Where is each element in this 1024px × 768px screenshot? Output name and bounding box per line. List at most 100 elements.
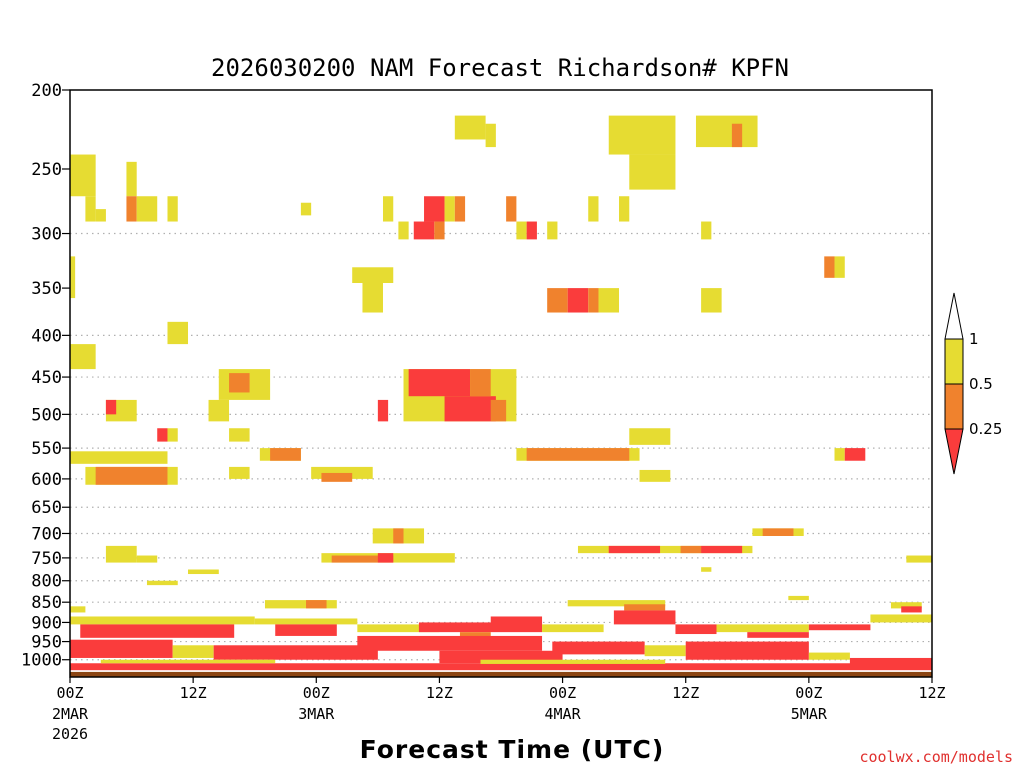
data-cell: [136, 196, 158, 222]
data-cell: [270, 448, 301, 461]
data-cell: [485, 123, 496, 148]
y-tick-label: 200: [31, 81, 62, 101]
data-cell: [834, 448, 845, 461]
x-tick-date: 5MAR: [791, 705, 828, 723]
data-cell: [608, 115, 676, 155]
data-cell: [932, 162, 942, 183]
data-cell: [70, 154, 96, 197]
data-cell: [526, 448, 630, 461]
data-cell: [808, 652, 850, 660]
data-cell: [85, 196, 96, 222]
data-cell: [424, 196, 445, 222]
x-tick-label: 12Z: [918, 684, 945, 702]
data-cell: [542, 624, 604, 633]
y-tick-label: 300: [31, 225, 62, 245]
legend-level-label: 1: [969, 330, 979, 348]
data-cell: [547, 288, 568, 313]
data-cell: [490, 616, 543, 625]
x-tick-date: 2MAR: [52, 705, 89, 723]
data-cell: [644, 645, 686, 657]
data-cell: [747, 632, 809, 638]
data-cell: [731, 123, 743, 148]
data-cell: [362, 283, 383, 313]
credit-text: coolwx.com/models: [859, 748, 1013, 766]
legend-level-label: 0.5: [969, 375, 993, 393]
data-cell: [608, 545, 661, 554]
data-cell: [444, 196, 455, 222]
data-cell: [352, 267, 394, 284]
data-cell: [849, 657, 932, 664]
data-cell: [275, 624, 337, 636]
data-cell: [146, 580, 178, 586]
data-cell: [357, 624, 440, 633]
data-cell: [321, 472, 353, 482]
data-cell: [126, 161, 137, 197]
y-tick-label: 650: [31, 498, 62, 518]
data-cell: [434, 221, 445, 240]
data-cell: [470, 369, 491, 397]
data-cell: [624, 604, 666, 611]
data-cell: [418, 622, 543, 633]
data-cell: [906, 555, 932, 563]
data-cell: [516, 221, 527, 240]
data-cell: [577, 545, 753, 554]
data-cell: [680, 545, 702, 554]
data-cell: [639, 469, 671, 482]
data-cell: [454, 196, 466, 222]
data-cell: [398, 221, 409, 240]
x-tick-label: 00Z: [303, 684, 330, 702]
data-cell: [172, 645, 214, 658]
data-cell: [454, 115, 486, 140]
data-cell: [762, 528, 794, 536]
data-cell: [588, 288, 599, 313]
data-cell: [675, 624, 717, 635]
x-tick-label: 00Z: [795, 684, 822, 702]
data-cell: [70, 663, 932, 671]
color-legend: 1 0.5 0.25: [944, 292, 1002, 475]
data-cell: [254, 618, 358, 625]
data-cell: [788, 595, 809, 601]
plot-area: [70, 115, 942, 677]
data-cell: [870, 614, 932, 623]
data-cell: [444, 396, 496, 422]
plot-frame: [69, 89, 933, 678]
data-cell: [824, 256, 835, 278]
data-cell: [100, 659, 276, 664]
data-cell: [547, 221, 558, 240]
y-tick-label: 900: [31, 613, 62, 633]
legend-bin-yellow: [944, 338, 964, 385]
data-cell: [70, 256, 76, 299]
data-cell: [844, 448, 866, 461]
data-cell: [70, 639, 173, 658]
data-cell: [526, 221, 537, 240]
y-tick-label: 850: [31, 593, 62, 613]
y-tick-label: 250: [31, 160, 62, 180]
data-cell: [95, 209, 106, 222]
data-cell: [459, 632, 491, 638]
data-cell: [588, 196, 599, 222]
data-cell: [229, 373, 250, 393]
data-cell: [408, 369, 471, 397]
data-cell: [157, 428, 168, 442]
data-cell: [80, 624, 235, 638]
data-cell: [567, 288, 589, 313]
y-tick-label: 550: [31, 439, 62, 459]
x-tick-label: 12Z: [672, 684, 699, 702]
data-cell: [413, 221, 435, 240]
data-cell: [701, 567, 712, 572]
data-cell: [701, 288, 722, 313]
y-tick-label: 800: [31, 572, 62, 592]
y-tick-label: 1000: [21, 651, 62, 671]
x-tick-date: 4MAR: [545, 705, 582, 723]
data-cell: [95, 466, 168, 485]
data-cell: [480, 659, 666, 664]
data-cell: [382, 196, 394, 222]
data-cell: [213, 645, 378, 660]
data-cell: [306, 600, 327, 609]
data-cell: [208, 399, 230, 422]
data-cell: [834, 256, 845, 278]
y-axis: 200 250 300 350 400 450 500 550 600 650 700 750 8008…: [21, 81, 70, 671]
x-tick-label: 00Z: [56, 684, 83, 702]
data-cell: [393, 528, 404, 544]
